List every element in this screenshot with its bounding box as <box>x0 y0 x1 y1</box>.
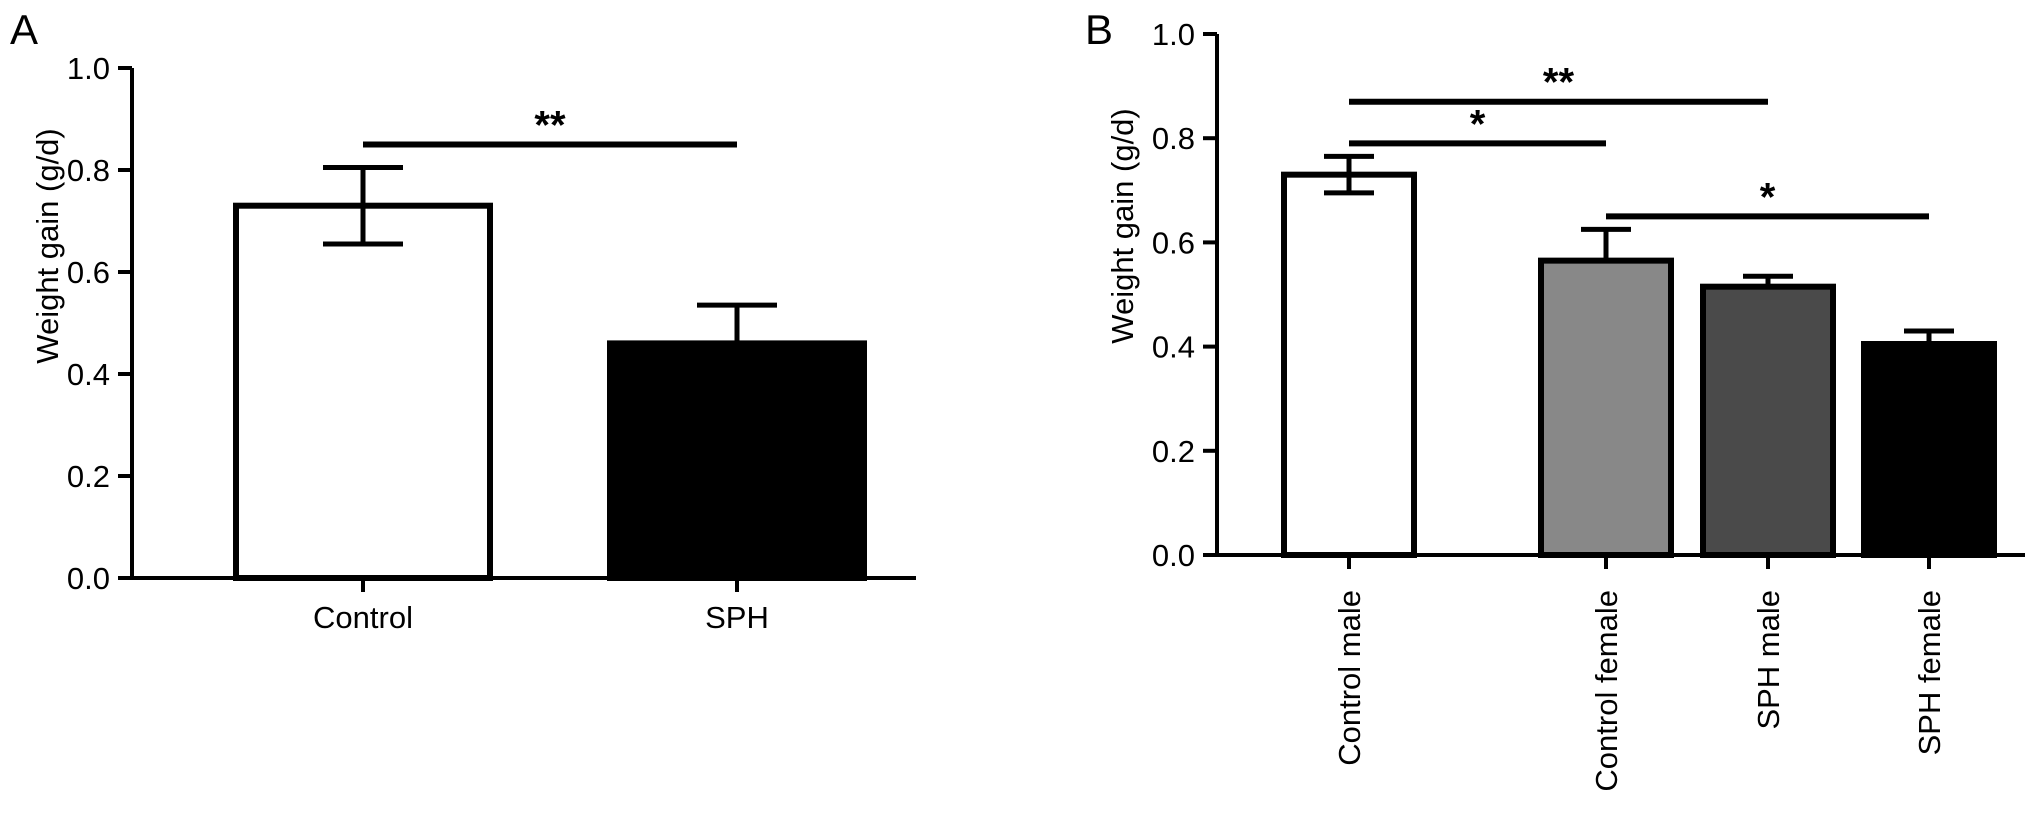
panel-b-category-label: Control male <box>1332 590 1367 766</box>
panel-a-category-label: Control <box>313 600 413 635</box>
panel-a-significance-label: ** <box>534 104 566 148</box>
panel-b-letter: B <box>1085 6 1113 53</box>
panel-b-chart: B Weight gain (g/d) 0.0 0.2 0.4 0.6 0.8 1.0 Co… <box>1085 6 2025 792</box>
panel-b-y-tick-label: 1.0 <box>1152 17 1195 52</box>
panel-a-category-label: SPH <box>705 600 769 635</box>
panel-a-y-tick-label: 0.4 <box>67 357 110 392</box>
panel-b-category-label: SPH female <box>1912 590 1947 755</box>
panel-b-bar <box>1700 283 1836 558</box>
panel-a-y-tick-label: 0.2 <box>67 459 110 494</box>
panel-a-y-tick-label: 0.0 <box>67 561 110 596</box>
panel-b-y-tick-label: 0.0 <box>1152 538 1195 573</box>
panel-b-y-axis-title: Weight gain (g/d) <box>1105 108 1140 344</box>
panel-b-bar <box>1861 340 1997 558</box>
panel-a-y-tick-label: 0.8 <box>67 153 110 188</box>
panel-b-y-tick-label: 0.6 <box>1152 225 1195 260</box>
panel-b-significance-label: * <box>1470 102 1486 146</box>
panel-a-letter: A <box>10 6 38 53</box>
panel-b-category-label: Control female <box>1589 590 1624 792</box>
panel-a-y-axis-title: Weight gain (g/d) <box>30 128 65 364</box>
panel-b-y-tick-label: 0.2 <box>1152 434 1195 469</box>
panel-b-bar <box>1538 257 1674 558</box>
panel-b-significance-label: ** <box>1543 61 1575 105</box>
panel-a-bar <box>233 202 493 581</box>
panel-b-bar <box>1281 171 1417 558</box>
panel-b-category-label: SPH male <box>1751 590 1786 730</box>
panel-b-significance-label: * <box>1760 175 1776 219</box>
panel-a-y-tick-label: 0.6 <box>67 255 110 290</box>
panel-a-y-tick-label: 1.0 <box>67 51 110 86</box>
panel-b-y-tick-label: 0.8 <box>1152 121 1195 156</box>
panel-b-y-tick-label: 0.4 <box>1152 330 1195 365</box>
panel-a-chart: A Weight gain (g/d) 0.0 0.2 0.4 0.6 0.8 1.0 Co… <box>10 6 916 635</box>
panel-a-bar <box>607 340 867 581</box>
